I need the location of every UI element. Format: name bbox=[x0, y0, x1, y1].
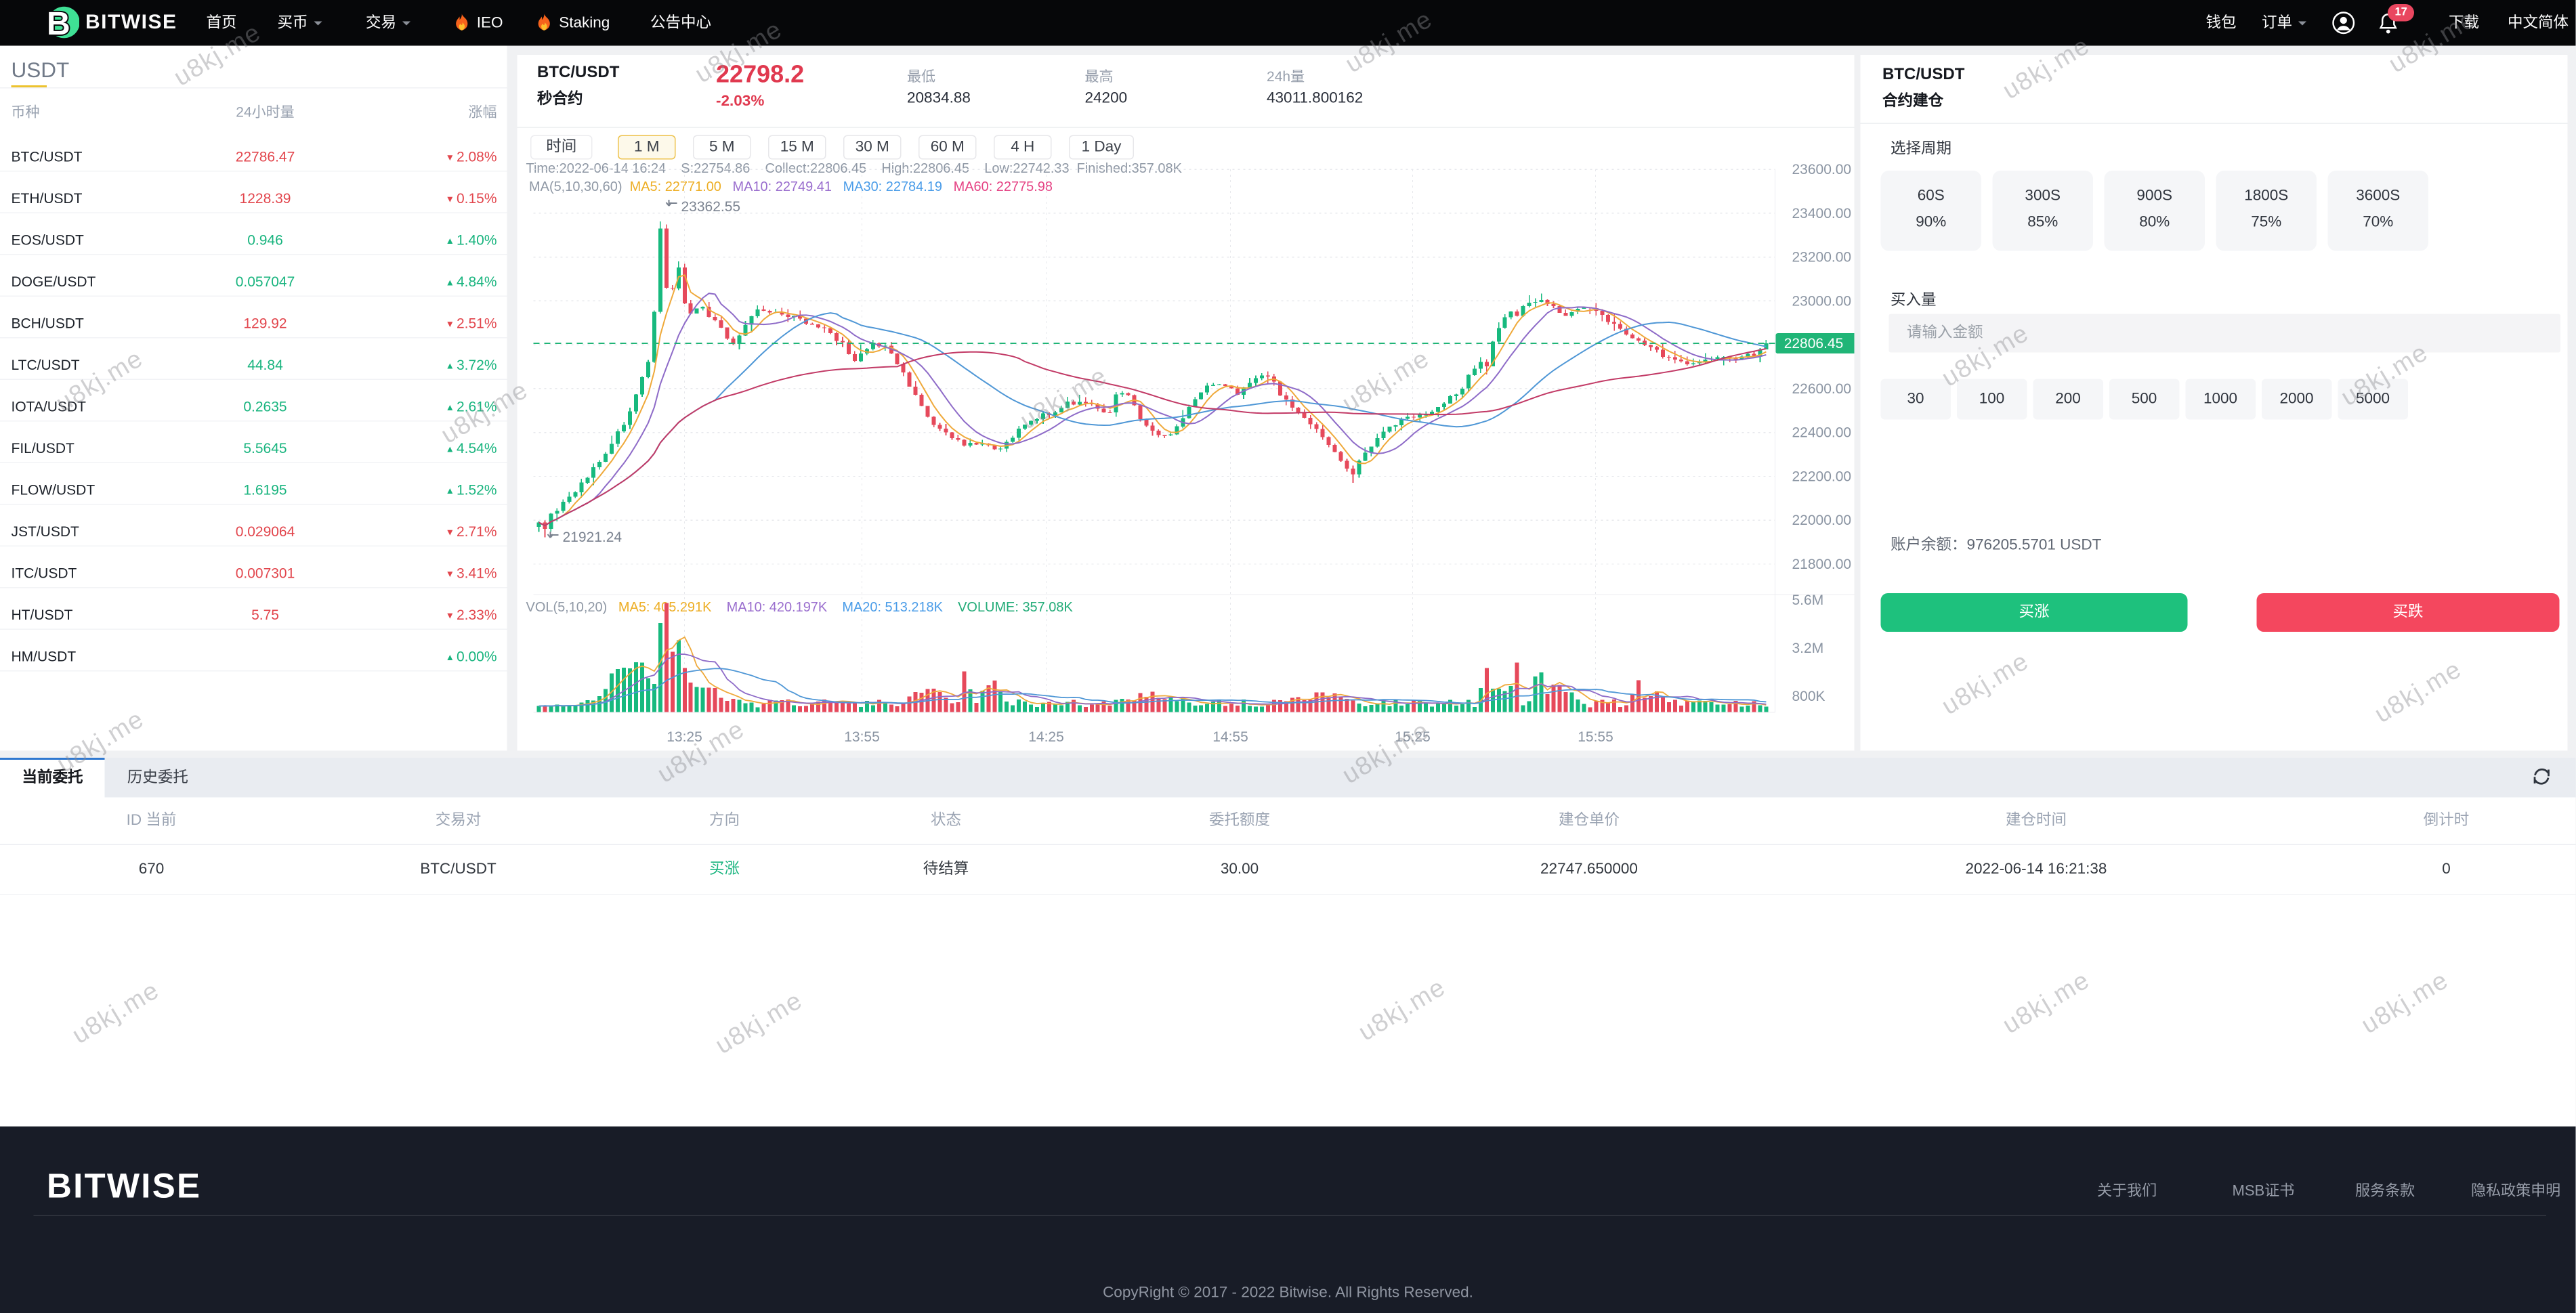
svg-text:21800.00: 21800.00 bbox=[1792, 557, 1851, 572]
svg-text:22000.00: 22000.00 bbox=[1792, 513, 1851, 528]
svg-text:15:55: 15:55 bbox=[1578, 729, 1613, 745]
svg-text:22600.00: 22600.00 bbox=[1792, 381, 1851, 397]
svg-text:22200.00: 22200.00 bbox=[1792, 469, 1851, 485]
svg-text:23600.00: 23600.00 bbox=[1792, 162, 1851, 177]
svg-text:13:55: 13:55 bbox=[844, 729, 880, 745]
svg-text:800K: 800K bbox=[1792, 689, 1825, 704]
svg-text:23362.55: 23362.55 bbox=[681, 199, 740, 215]
svg-text:22400.00: 22400.00 bbox=[1792, 425, 1851, 441]
svg-text:14:25: 14:25 bbox=[1028, 729, 1064, 745]
svg-text:23200.00: 23200.00 bbox=[1792, 250, 1851, 265]
svg-text:15:25: 15:25 bbox=[1395, 729, 1431, 745]
svg-text:13:25: 13:25 bbox=[667, 729, 702, 745]
svg-text:5.6M: 5.6M bbox=[1792, 593, 1823, 608]
svg-text:14:55: 14:55 bbox=[1212, 729, 1248, 745]
svg-text:3.2M: 3.2M bbox=[1792, 641, 1823, 656]
svg-text:23400.00: 23400.00 bbox=[1792, 206, 1851, 221]
svg-text:B: B bbox=[47, 6, 70, 41]
svg-text:23000.00: 23000.00 bbox=[1792, 293, 1851, 309]
svg-text:21921.24: 21921.24 bbox=[562, 530, 622, 545]
svg-text:22806.45: 22806.45 bbox=[1783, 336, 1843, 351]
